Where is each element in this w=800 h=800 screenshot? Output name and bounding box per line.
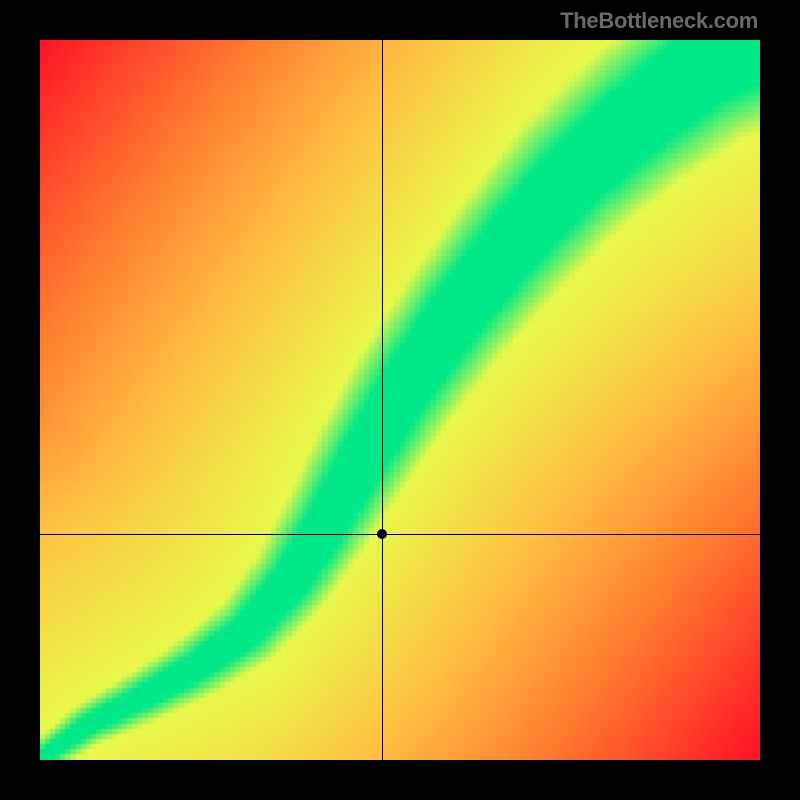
crosshair-vertical [382,40,383,760]
crosshair-horizontal [40,534,760,535]
chart-container: TheBottleneck.com [0,0,800,800]
watermark-text: TheBottleneck.com [560,8,758,34]
plot-area [40,40,760,760]
heatmap-canvas [40,40,760,760]
data-point-marker [377,529,387,539]
